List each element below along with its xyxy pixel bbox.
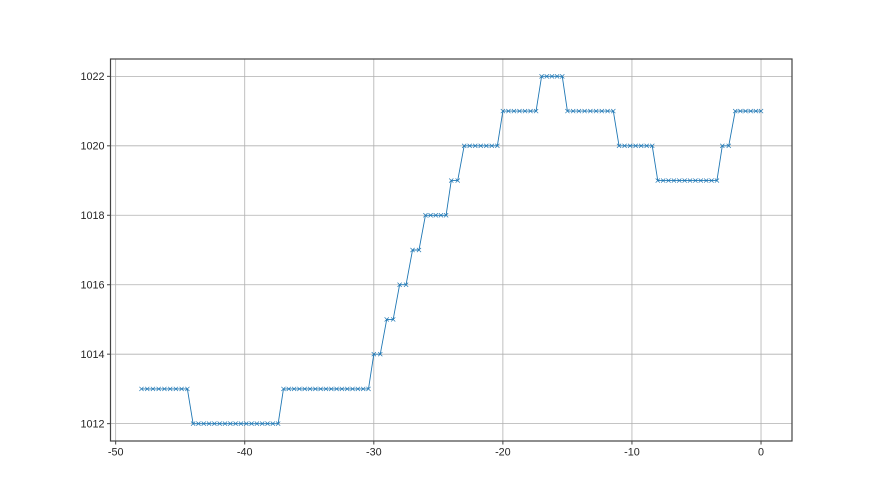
svg-text:1020: 1020 [80, 141, 104, 153]
svg-text:1022: 1022 [80, 71, 104, 83]
svg-text:-10: -10 [624, 447, 640, 459]
svg-text:-40: -40 [237, 447, 253, 459]
svg-text:-50: -50 [108, 447, 124, 459]
svg-text:0: 0 [758, 447, 764, 459]
svg-text:1012: 1012 [80, 418, 104, 430]
svg-text:1018: 1018 [80, 210, 104, 222]
svg-text:1016: 1016 [80, 279, 104, 291]
svg-text:-20: -20 [495, 447, 511, 459]
svg-text:-30: -30 [366, 447, 382, 459]
svg-text:1014: 1014 [80, 349, 104, 361]
